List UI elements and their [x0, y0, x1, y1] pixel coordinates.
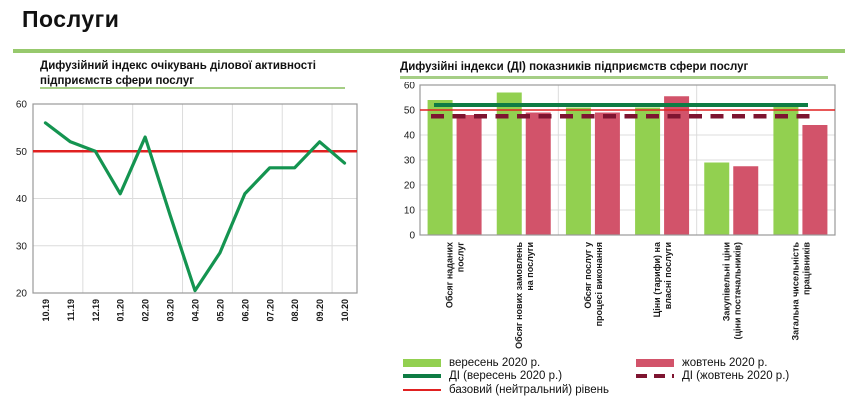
- x-tick-label: 02.20: [141, 299, 151, 322]
- x-tick-label: 11.19: [66, 299, 76, 321]
- legend-item-september: вересень 2020 р.: [403, 356, 636, 369]
- di-expectations-line: [43, 121, 347, 293]
- legend: вересень 2020 р. ДІ (вересень 2020 р.) б…: [390, 356, 860, 396]
- x-tick-label: 03.20: [166, 299, 176, 322]
- category-label: на послуги: [525, 242, 535, 291]
- y-tick-label: 30: [16, 241, 28, 252]
- category-label: послуг: [456, 242, 466, 272]
- category-label: Закупівельні ціни: [721, 242, 731, 321]
- x-tick-label: 12.19: [91, 299, 101, 322]
- bar-october: [733, 166, 759, 235]
- y-tick-label: 60: [16, 100, 28, 111]
- bar-october: [594, 112, 620, 235]
- x-tick-label: 10.19: [41, 299, 51, 322]
- legend-label: ДІ (жовтень 2020 р.): [682, 370, 790, 382]
- category-label: процесі виконання: [594, 242, 604, 326]
- bar-september: [496, 92, 522, 235]
- legend-label: жовтень 2020 р.: [682, 356, 768, 369]
- legend-label: ДІ (вересень 2020 р.): [449, 370, 563, 382]
- expectations-line-chart: 20 30 40 50 60 10.19 11.19 12.19 01.20 02.20 03.20…: [16, 100, 358, 322]
- legend-column-right: жовтень 2020 р. ДІ (жовтень 2020 р.): [636, 357, 789, 395]
- bar-chart-title-rule: [400, 76, 828, 79]
- x-tick-label: 06.20: [240, 299, 250, 322]
- category-label: Обсяг нових замовлень: [514, 242, 524, 349]
- y-tick-label: 10: [404, 206, 416, 217]
- y-tick-label: 50: [16, 147, 28, 158]
- line-chart-title: Дифузійний індекс очікувань ділової акти…: [40, 60, 317, 87]
- legend-label: вересень 2020 р.: [449, 356, 541, 369]
- legend-column-left: вересень 2020 р. ДІ (вересень 2020 р.) б…: [403, 356, 636, 396]
- bar-september: [635, 107, 661, 235]
- x-tick-label: 08.20: [290, 299, 300, 322]
- x-tick-label: 05.20: [215, 299, 225, 322]
- plot-border: [32, 103, 358, 294]
- category-label: Ціни (тарифи) на: [652, 241, 662, 317]
- bar-october: [802, 125, 828, 235]
- di-september-line-swatch: [403, 373, 441, 379]
- neutral-line-swatch: [403, 388, 441, 391]
- y-tick-label: 40: [16, 194, 28, 205]
- category-label: Обсяг наданих: [445, 242, 455, 308]
- october-bar-swatch: [636, 358, 674, 367]
- bar-october: [525, 112, 551, 235]
- x-tick-label: 01.20: [116, 299, 126, 322]
- bar-september: [704, 162, 730, 235]
- y-tick-label: 20: [16, 289, 28, 300]
- legend-label: базовий (нейтральний) рівень: [449, 383, 609, 396]
- indices-bar-chart: 0 10 20 30 40 50 60 Обсяг наданих послуг Обсяг но…: [404, 82, 836, 349]
- bar-september: [565, 107, 591, 235]
- bar-september: [773, 105, 799, 235]
- header-accent-rule: [13, 49, 845, 53]
- di-october-dashed-swatch: [636, 373, 674, 379]
- page-title: Послуги: [22, 6, 120, 32]
- y-tick-label: 50: [404, 106, 416, 117]
- y-tick-label: 0: [409, 231, 415, 242]
- x-tick-label: 09.20: [315, 299, 325, 322]
- legend-item-di-october: ДІ (жовтень 2020 р.): [636, 370, 790, 382]
- y-tick-label: 20: [404, 181, 416, 192]
- y-tick-label: 30: [404, 156, 416, 167]
- september-bar-swatch: [403, 358, 441, 367]
- legend-item-neutral-level: базовий (нейтральний) рівень: [403, 383, 636, 396]
- x-tick-label: 07.20: [265, 299, 275, 322]
- category-label: працівників: [801, 242, 811, 295]
- category-label: власні послуги: [663, 242, 673, 309]
- legend-item-october: жовтень 2020 р.: [636, 356, 789, 369]
- bar-october: [456, 115, 482, 235]
- bar-chart-title: Дифузійні індекси (ДІ) показників підпри…: [400, 61, 749, 73]
- y-tick-label: 40: [404, 131, 416, 142]
- legend-item-di-september: ДІ (вересень 2020 р.): [403, 370, 636, 382]
- y-tick-label: 60: [404, 82, 416, 92]
- x-tick-label: 10.20: [340, 299, 350, 322]
- bar-october: [664, 96, 690, 235]
- category-label: Загальна чисельність: [790, 242, 800, 341]
- category-label: Обсяг послуг у: [583, 242, 593, 309]
- plot-border: [419, 84, 836, 236]
- x-tick-label: 04.20: [191, 299, 201, 322]
- line-chart-title-rule: [40, 87, 345, 89]
- bar-september: [427, 100, 453, 235]
- category-label: (ціни постачальників): [732, 242, 742, 340]
